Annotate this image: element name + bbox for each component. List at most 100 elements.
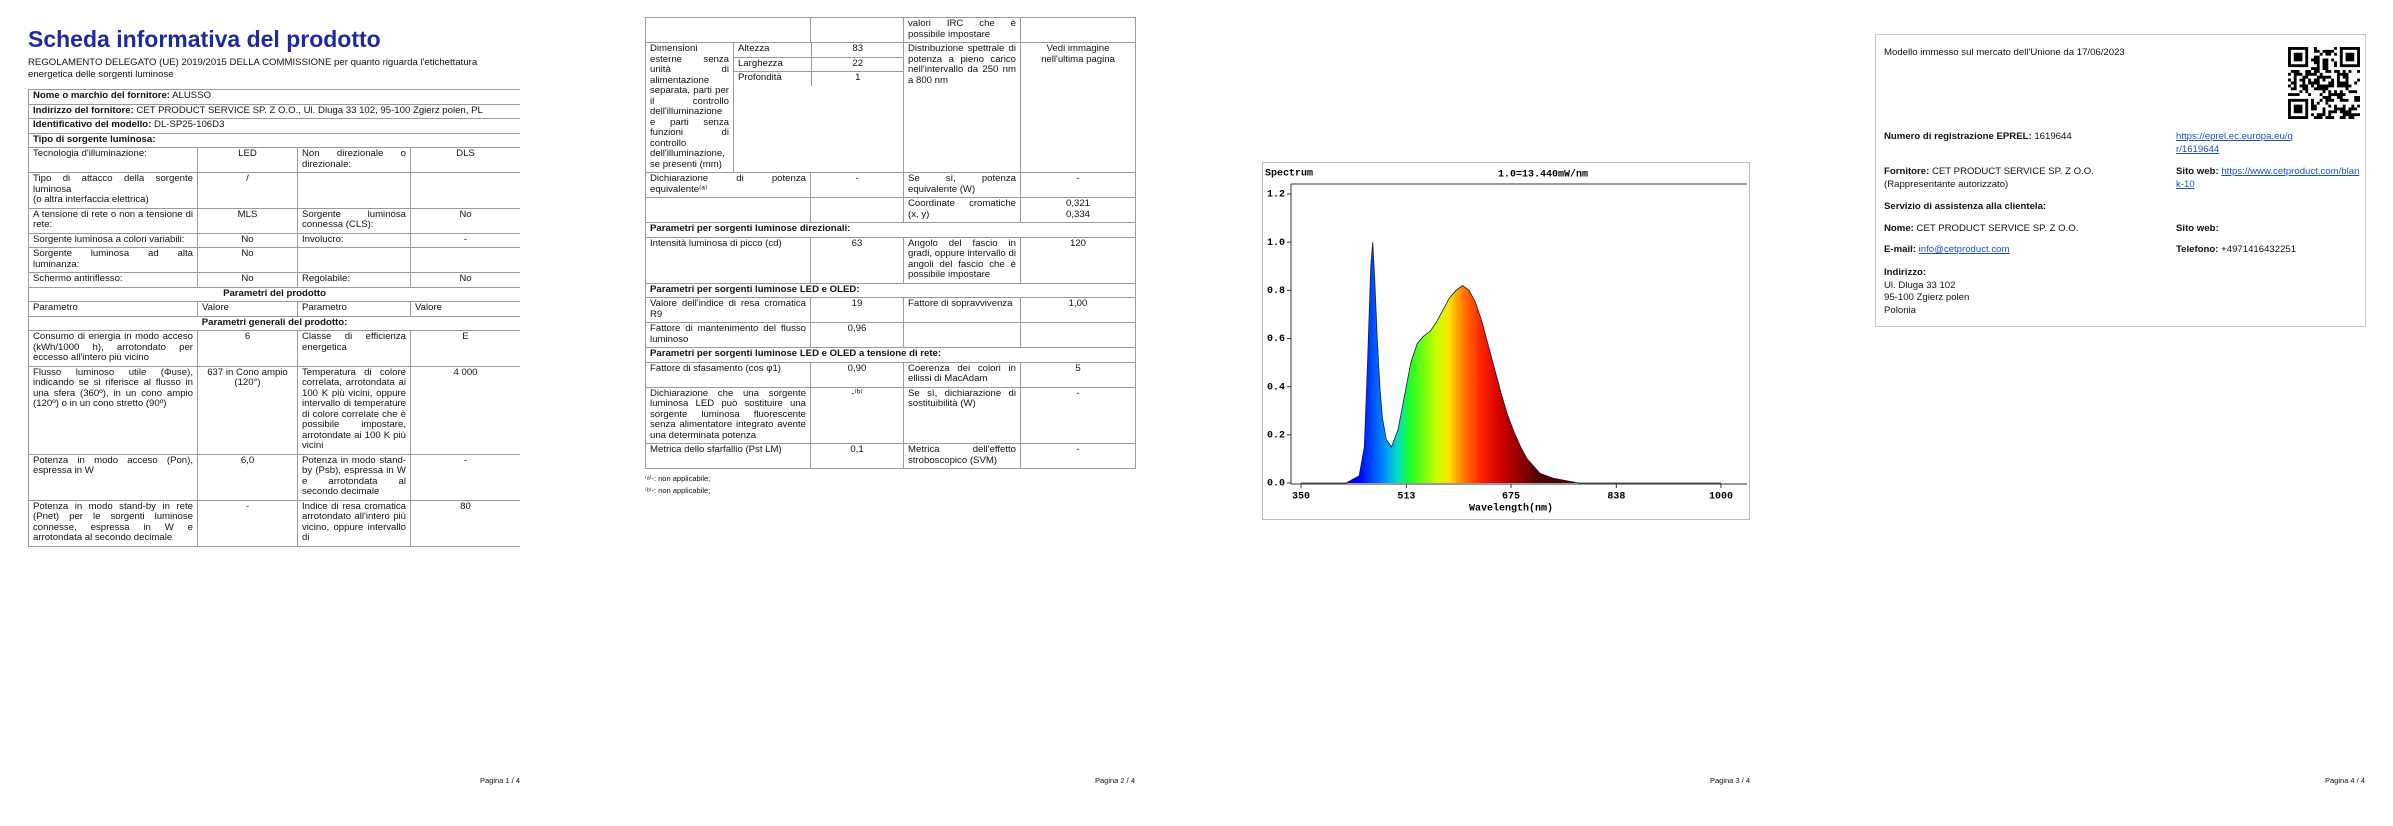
page-number: Pagina 1 / 4	[479, 776, 520, 785]
cell: Consumo di energia in modo acceso (kWh/1…	[28, 330, 198, 367]
label: Sito web:	[2176, 166, 2219, 177]
cell: Flusso luminoso utile (Φuse), indicando …	[28, 365, 198, 455]
cell: -	[1020, 443, 1136, 469]
cell: 637 in Cono ampio (120°)	[197, 365, 298, 455]
y-tick-label: 0.4	[1267, 382, 1285, 393]
row: Consumo di energia in modo acceso (kWh/1…	[28, 330, 520, 367]
cell: Metrica dell'effetto stroboscopico (SVM)	[903, 443, 1021, 469]
row: Intensità luminosa di picco (cd) 63 Angolo…	[645, 236, 1136, 284]
cell: Temperatura di colore correlata, arroton…	[297, 365, 411, 455]
cell	[903, 322, 1021, 348]
y-tick-label: 1.0	[1267, 238, 1285, 249]
cell: DLS	[409, 147, 520, 173]
website-link[interactable]: https://www.cetproduct.com/blank-10	[2176, 166, 2360, 190]
page-2: valori IRC che è possibile impostare Dime…	[645, 17, 1137, 497]
row: Tecnologia d'illuminazione: LED Non direzi…	[28, 147, 520, 173]
row: Valore dell'indice di resa cromatica R9 1…	[645, 297, 1136, 323]
cell: No	[197, 247, 298, 273]
chart-title: Spectrum	[1265, 169, 1313, 180]
cell: Sorgente luminosa ad alta luminanza:	[28, 247, 198, 273]
address-line: 95-100 Zgierz polen	[1884, 292, 1970, 303]
y-tick-label: 1.2	[1267, 190, 1285, 201]
cell-line: (o altra interfaccia elettrica)	[33, 194, 149, 205]
cell	[409, 247, 520, 273]
field-value: ALUSSO	[172, 90, 212, 101]
dimension-name: Larghezza	[733, 56, 812, 72]
cell	[810, 197, 904, 223]
supplier: Fornitore: CET PRODUCT SERVICE SP. Z O.O…	[1884, 166, 2154, 191]
label: Numero di registrazione EPREL:	[1884, 131, 2032, 142]
cell: 5	[1020, 361, 1136, 388]
row: Indirizzo del fornitore: CET PRODUCT SER…	[28, 103, 520, 119]
cell: -	[1020, 386, 1136, 444]
parameters-table: valori IRC che è possibile impostare Dime…	[645, 17, 1136, 469]
cell: Fattore di sfasamento (cos φ1)	[645, 361, 811, 388]
cell: 80	[409, 499, 520, 547]
email-link[interactable]: info@cetproduct.com	[1918, 244, 2010, 255]
cell-line: 0,321	[1065, 198, 1090, 209]
cell: No	[409, 207, 520, 234]
cell: Fattore di mantenimento del flusso lumin…	[645, 322, 811, 348]
y-tick-label: 0.6	[1267, 334, 1285, 345]
title: Scheda informativa del prodotto	[28, 26, 381, 52]
cell	[645, 197, 811, 223]
cell: 0,1	[810, 443, 904, 469]
footnote: ⁽ᵇ⁾-: non applicabile;	[645, 486, 711, 495]
cell: Sorgente luminosa a colori variabili:	[28, 232, 198, 248]
row: Parametri del prodotto	[28, 286, 520, 302]
x-tick-label: 513	[1397, 492, 1415, 503]
row: Parametri per sorgenti luminose LED e OL…	[645, 282, 1136, 298]
row: Tipo di sorgente luminosa:	[28, 132, 520, 148]
row: Dimensioni esterne senza unità di alimen…	[645, 42, 1136, 173]
cell: 4 000	[409, 365, 520, 455]
spectrum-line	[1301, 242, 1721, 484]
chart-subtitle: 1.0=13.440mW/nm	[1498, 169, 1588, 181]
label: Nome:	[1884, 223, 1914, 234]
cell: Indice di resa cromatica arrotondato all…	[297, 499, 411, 547]
eprel: Numero di registrazione EPREL: 1619644	[1884, 131, 2072, 144]
x-tick-label: 838	[1607, 492, 1625, 503]
qr-modules	[2288, 47, 2360, 119]
row: Fattore di sfasamento (cos φ1) 0,90 Coeren…	[645, 361, 1136, 388]
dimension-value: 1	[810, 71, 905, 86]
x-axis-title: Wavelength(nm)	[1469, 503, 1553, 515]
qr-code	[2288, 47, 2360, 119]
cell: Schermo antiriflesso:	[28, 272, 198, 288]
cell: Potenza in modo acceso (Pon), espressa i…	[28, 453, 198, 501]
cell: 19	[810, 297, 904, 323]
cell: 0,96	[810, 322, 904, 348]
value: CET PRODUCT SERVICE SP. Z O.O.	[1916, 223, 2079, 234]
service-heading: Servizio di assistenza alla clientela:	[1884, 201, 2046, 214]
cell: A tensione di rete o non a tensione di r…	[28, 207, 198, 234]
value: 1619644	[2034, 131, 2072, 142]
cell	[810, 17, 904, 43]
heading: Servizio di assistenza alla clientela:	[1884, 201, 2047, 212]
row: Identificativo del modello: DL-SP25-106D…	[28, 118, 520, 134]
row: Parametro Valore Parametro Valore	[28, 301, 520, 317]
section-heading: Parametri per sorgenti luminose LED e OL…	[645, 282, 1136, 298]
field: Indirizzo del fornitore: CET PRODUCT SER…	[28, 103, 520, 119]
eprel-link[interactable]: https://eprel.ec.europa.eu/qr/1619644	[2176, 131, 2293, 155]
phone: Telefono: +4971416432251	[2176, 244, 2296, 257]
cell: Intensità luminosa di picco (cd)	[645, 236, 811, 284]
cell: Sorgente luminosa connessa (CLS):	[297, 207, 411, 234]
field-value: DL-SP25-106D3	[154, 119, 225, 130]
cell: 6	[197, 330, 298, 367]
cell	[297, 247, 411, 273]
cell: 0,90	[810, 361, 904, 388]
column-header: Valore	[197, 301, 298, 317]
cell: No	[197, 272, 298, 288]
cell: Distribuzione spettrale di potenza a pie…	[903, 42, 1021, 173]
x-tick-label: 1000	[1709, 492, 1733, 503]
field: Identificativo del modello: DL-SP25-106D…	[28, 118, 520, 134]
cell: 1,00	[1020, 297, 1136, 323]
value: CET PRODUCT SERVICE SP. Z O.O. (Rapprese…	[1884, 166, 2094, 190]
label: Telefono:	[2176, 244, 2219, 255]
cell: Angolo del fascio in gradi, oppure inter…	[903, 236, 1021, 284]
row: Schermo antiriflesso: No Regolabile: No	[28, 272, 520, 288]
page-1: Scheda informativa del prodotto REGOLAME…	[28, 26, 520, 757]
row: Coordinate cromatiche (x, y) 0,321 0,334	[645, 197, 1136, 223]
section-heading: Tipo di sorgente luminosa:	[28, 132, 520, 148]
cell	[297, 172, 411, 209]
